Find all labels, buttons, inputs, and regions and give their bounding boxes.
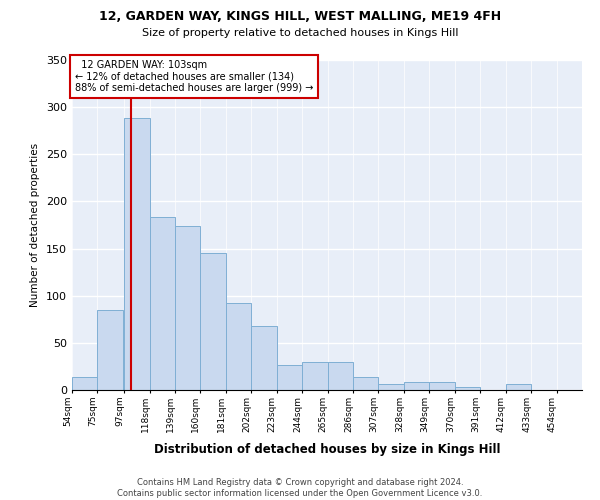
Bar <box>124 118 149 390</box>
Bar <box>506 384 531 390</box>
Bar <box>379 384 404 390</box>
Bar <box>175 226 200 390</box>
Bar <box>97 310 123 390</box>
Bar <box>200 254 226 390</box>
Text: 12 GARDEN WAY: 103sqm
← 12% of detached houses are smaller (134)
88% of semi-det: 12 GARDEN WAY: 103sqm ← 12% of detached … <box>74 60 313 93</box>
Text: 12, GARDEN WAY, KINGS HILL, WEST MALLING, ME19 4FH: 12, GARDEN WAY, KINGS HILL, WEST MALLING… <box>99 10 501 23</box>
Bar <box>353 377 379 390</box>
Bar <box>302 362 328 390</box>
Bar <box>277 364 302 390</box>
X-axis label: Distribution of detached houses by size in Kings Hill: Distribution of detached houses by size … <box>154 443 500 456</box>
Bar <box>226 304 251 390</box>
Text: Size of property relative to detached houses in Kings Hill: Size of property relative to detached ho… <box>142 28 458 38</box>
Y-axis label: Number of detached properties: Number of detached properties <box>31 143 40 307</box>
Bar <box>72 377 97 390</box>
Bar <box>149 216 175 390</box>
Bar <box>404 382 430 390</box>
Text: Contains HM Land Registry data © Crown copyright and database right 2024.
Contai: Contains HM Land Registry data © Crown c… <box>118 478 482 498</box>
Bar <box>251 326 277 390</box>
Bar <box>328 362 353 390</box>
Bar <box>430 382 455 390</box>
Bar <box>455 387 480 390</box>
